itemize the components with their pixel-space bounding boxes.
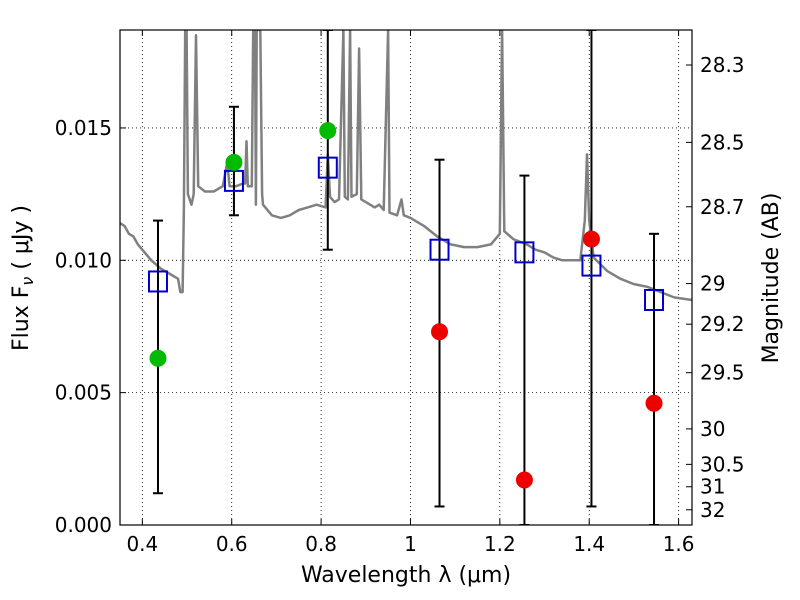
observed-point — [582, 230, 600, 248]
y-axis-label: Flux Fν ( μJy ) — [9, 205, 37, 351]
model-point-square — [223, 169, 244, 192]
y-axis-label-unit: ( μJy ) — [9, 205, 34, 277]
observed-point — [515, 471, 533, 489]
y2-axis-label: Magnitude (AB) — [759, 193, 784, 364]
y2-tick-label: 31 — [700, 475, 725, 499]
observed-point — [431, 323, 449, 341]
model-point-square — [514, 241, 535, 264]
y2-tick-label: 32 — [700, 498, 725, 522]
x-tick-label: 1 — [404, 532, 417, 556]
x-tick-label: 1.6 — [663, 532, 695, 556]
y-tick-label: 0.010 — [55, 248, 112, 272]
observed-point — [319, 122, 337, 140]
y-axis-label-main: Flux F — [9, 286, 34, 351]
x-tick-label: 1.4 — [573, 532, 605, 556]
model-point-square — [644, 289, 665, 311]
y2-tick-label: 29 — [700, 272, 725, 296]
y2-tick-label: 29.2 — [700, 312, 745, 336]
model-point-square — [429, 238, 450, 261]
y2-tick-label: 30.5 — [700, 452, 745, 476]
observed-point — [645, 394, 663, 412]
x-tick-label: 0.4 — [126, 532, 158, 556]
model-point-square — [317, 156, 338, 179]
y2-tick-label: 28.5 — [700, 130, 745, 154]
model-point-square — [147, 270, 168, 293]
observed-point — [149, 349, 167, 367]
model-point-square — [581, 254, 602, 277]
y-tick-label: 0.005 — [55, 381, 112, 405]
y2-tick-label: 29.5 — [700, 361, 745, 385]
y2-tick-label: 30 — [700, 417, 725, 441]
grid — [120, 30, 692, 525]
y2-tick-label: 28.7 — [700, 195, 745, 219]
plot-area — [120, 30, 692, 525]
y-tick-label: 0.015 — [55, 116, 112, 140]
y2-tick-label: 28.3 — [700, 53, 745, 77]
observed-point — [225, 153, 243, 171]
x-axis-label: Wavelength λ (μm) — [301, 563, 511, 588]
x-tick-label: 0.6 — [216, 532, 248, 556]
y-axis-label-subscript: ν — [18, 277, 37, 286]
x-tick-label: 1.2 — [484, 532, 516, 556]
x-tick-label: 0.8 — [305, 532, 337, 556]
plot-frame — [119, 29, 693, 526]
y-tick-label: 0.000 — [55, 513, 112, 537]
model-sed-line — [120, 30, 692, 302]
